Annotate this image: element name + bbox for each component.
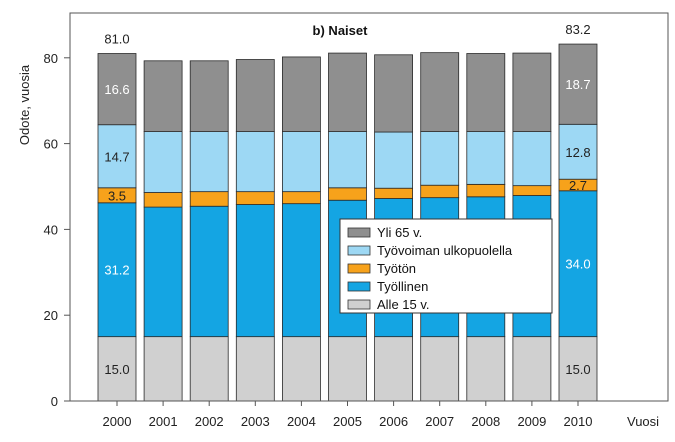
chart-title: b) Naiset: [313, 23, 369, 38]
data-label-alle-15-v-2010: 15.0: [565, 362, 590, 377]
data-labels-layer: 16.6 14.7 3.5 31.2 15.0 18.7 12.8 2.7 34.0 15.0 81…: [104, 22, 590, 377]
x-axis: 2000 2001 2002 2003 2004 2005 2006 2007 2008 2009…: [103, 401, 593, 429]
plot-frame: [69, 12, 669, 402]
bar-tyovoiman-ulkopuolella-2001: [143, 131, 183, 193]
bar-tyoton-2002: [189, 191, 229, 207]
y-axis-label: Odote, vuosia: [17, 64, 32, 145]
y-tick-label: 20: [44, 308, 58, 323]
data-label-yli-65-v-2000: 16.6: [104, 82, 129, 97]
bar-alle-15-v-2002: [189, 336, 229, 402]
bar-tyoton-2007: [420, 184, 460, 199]
legend-box: [339, 218, 553, 314]
bar-tyollinen-2002: [189, 205, 229, 338]
x-tick-label-2005: 2005: [333, 414, 362, 429]
legend-swatch-tyollinen: [347, 281, 371, 292]
data-label-tyovoiman-ulkopuolella-2000: 14.7: [104, 149, 129, 164]
bar-yli-65-v-2002: [189, 60, 229, 132]
legend-label-alle-15-v: Alle 15 v.: [377, 297, 430, 312]
bar-tyovoiman-ulkopuolella-2002: [189, 131, 229, 193]
bar-alle-15-v-2009: [512, 336, 552, 402]
bar-alle-15-v-2008: [466, 336, 506, 402]
legend: Yli 65 v. Työvoiman ulkopuolella Työtön Työ…: [339, 218, 553, 314]
bar-yli-65-v-2009: [512, 52, 552, 132]
bar-tyovoiman-ulkopuolella-2003: [235, 131, 275, 193]
legend-swatch-yli-65-v: [347, 227, 371, 238]
data-label-tyoton-2000: 3.5: [108, 188, 126, 203]
bar-yli-65-v-2004: [281, 56, 321, 132]
bar-yli-65-v-2000: [97, 53, 137, 126]
bar-alle-15-v-2004: [281, 336, 321, 402]
data-label-alle-15-v-2000: 15.0: [104, 362, 129, 377]
data-label-tyollinen-2010: 34.0: [565, 257, 590, 272]
x-tick-label-2008: 2008: [471, 414, 500, 429]
bar-alle-15-v-2003: [235, 336, 275, 402]
y-tick-label: 60: [44, 137, 58, 152]
legend-label-yli-65-v: Yli 65 v.: [377, 225, 422, 240]
y-tick-label: 40: [44, 222, 58, 237]
bar-tyoton-2008: [466, 183, 506, 198]
bar-tyollinen-2003: [235, 204, 275, 338]
bar-tyoton-2005: [328, 187, 367, 201]
x-tick-label-2009: 2009: [517, 414, 546, 429]
y-tick-label: 0: [51, 394, 58, 409]
bars-layer: [97, 43, 598, 402]
bar-yli-65-v-2001: [143, 60, 183, 132]
bar-yli-65-v-2006: [374, 54, 414, 133]
x-tick-label-2002: 2002: [195, 414, 224, 429]
x-tick-label-2007: 2007: [425, 414, 454, 429]
total-label-2010: 83.2: [565, 22, 590, 37]
x-tick-label-2004: 2004: [287, 414, 316, 429]
legend-label-tyollinen: Työllinen: [377, 279, 428, 294]
data-label-tyollinen-2000: 31.2: [104, 263, 129, 278]
legend-label-tyovoiman-ulkopuolella: Työvoiman ulkopuolella: [377, 243, 513, 258]
legend-swatch-alle-15-v: [347, 299, 371, 310]
bar-tyoton-2001: [143, 192, 183, 208]
legend-swatch-tyovoiman-ulkopuolella: [347, 245, 371, 256]
x-tick-label-2010: 2010: [564, 414, 593, 429]
data-label-tyoton-2010: 2.7: [569, 178, 587, 193]
bar-alle-15-v-2006: [374, 336, 414, 402]
legend-label-tyoton: Työtön: [377, 261, 416, 276]
bar-tyovoiman-ulkopuolella-2000: [97, 124, 137, 189]
bar-tyovoiman-ulkopuolella-2009: [512, 131, 552, 187]
bar-tyoton-2009: [512, 185, 552, 196]
data-label-yli-65-v-2010: 18.7: [565, 77, 590, 92]
bar-tyollinen-2000: [97, 202, 137, 338]
bar-alle-15-v-2000: [97, 336, 137, 402]
legend-swatch-tyoton: [347, 263, 371, 274]
bar-alle-15-v-2007: [420, 336, 460, 402]
bar-tyoton-2006: [374, 187, 414, 199]
bar-yli-65-v-2005: [328, 52, 367, 132]
bar-yli-65-v-2010: [558, 43, 598, 125]
bar-tyollinen-2010: [558, 190, 598, 338]
bar-tyollinen-2001: [143, 206, 183, 338]
bar-alle-15-v-2001: [143, 336, 183, 402]
bar-tyovoiman-ulkopuolella-2008: [466, 131, 506, 185]
bar-tyovoiman-ulkopuolella-2004: [281, 131, 321, 193]
bar-yli-65-v-2007: [420, 52, 460, 132]
bar-tyovoiman-ulkopuolella-2005: [328, 131, 367, 189]
bar-alle-15-v-2005: [328, 336, 367, 402]
data-label-tyovoiman-ulkopuolella-2010: 12.8: [565, 145, 590, 160]
y-axis: 0 20 40 60 80: [44, 51, 70, 409]
bar-yli-65-v-2003: [235, 59, 275, 132]
x-tick-label-2001: 2001: [149, 414, 178, 429]
bar-tyollinen-2004: [281, 203, 321, 338]
x-tick-label-2003: 2003: [241, 414, 270, 429]
bar-yli-65-v-2008: [466, 53, 506, 132]
bar-tyoton-2004: [281, 191, 321, 205]
x-axis-label: Vuosi: [627, 414, 659, 429]
y-tick-label: 80: [44, 51, 58, 66]
x-tick-label-2006: 2006: [379, 414, 408, 429]
x-tick-label-2000: 2000: [103, 414, 132, 429]
bar-tyovoiman-ulkopuolella-2007: [420, 131, 460, 186]
bar-tyovoiman-ulkopuolella-2006: [374, 131, 414, 189]
total-label-2000: 81.0: [104, 32, 129, 47]
bar-tyoton-2003: [235, 191, 275, 205]
